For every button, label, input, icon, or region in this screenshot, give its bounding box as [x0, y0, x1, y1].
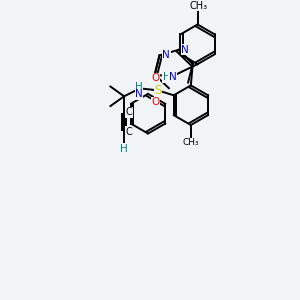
Text: C: C	[126, 127, 132, 137]
Text: CH₃: CH₃	[190, 1, 208, 11]
Text: O: O	[152, 74, 160, 83]
Text: N: N	[135, 89, 143, 99]
Text: S: S	[154, 84, 161, 97]
Text: N: N	[169, 72, 177, 82]
Text: O: O	[152, 97, 160, 107]
Text: N: N	[182, 45, 189, 55]
Text: N: N	[163, 50, 170, 60]
Text: CH₃: CH₃	[182, 138, 199, 147]
Text: H: H	[135, 82, 143, 92]
Text: C: C	[126, 107, 132, 117]
Text: H: H	[163, 72, 171, 82]
Text: H: H	[120, 144, 128, 154]
